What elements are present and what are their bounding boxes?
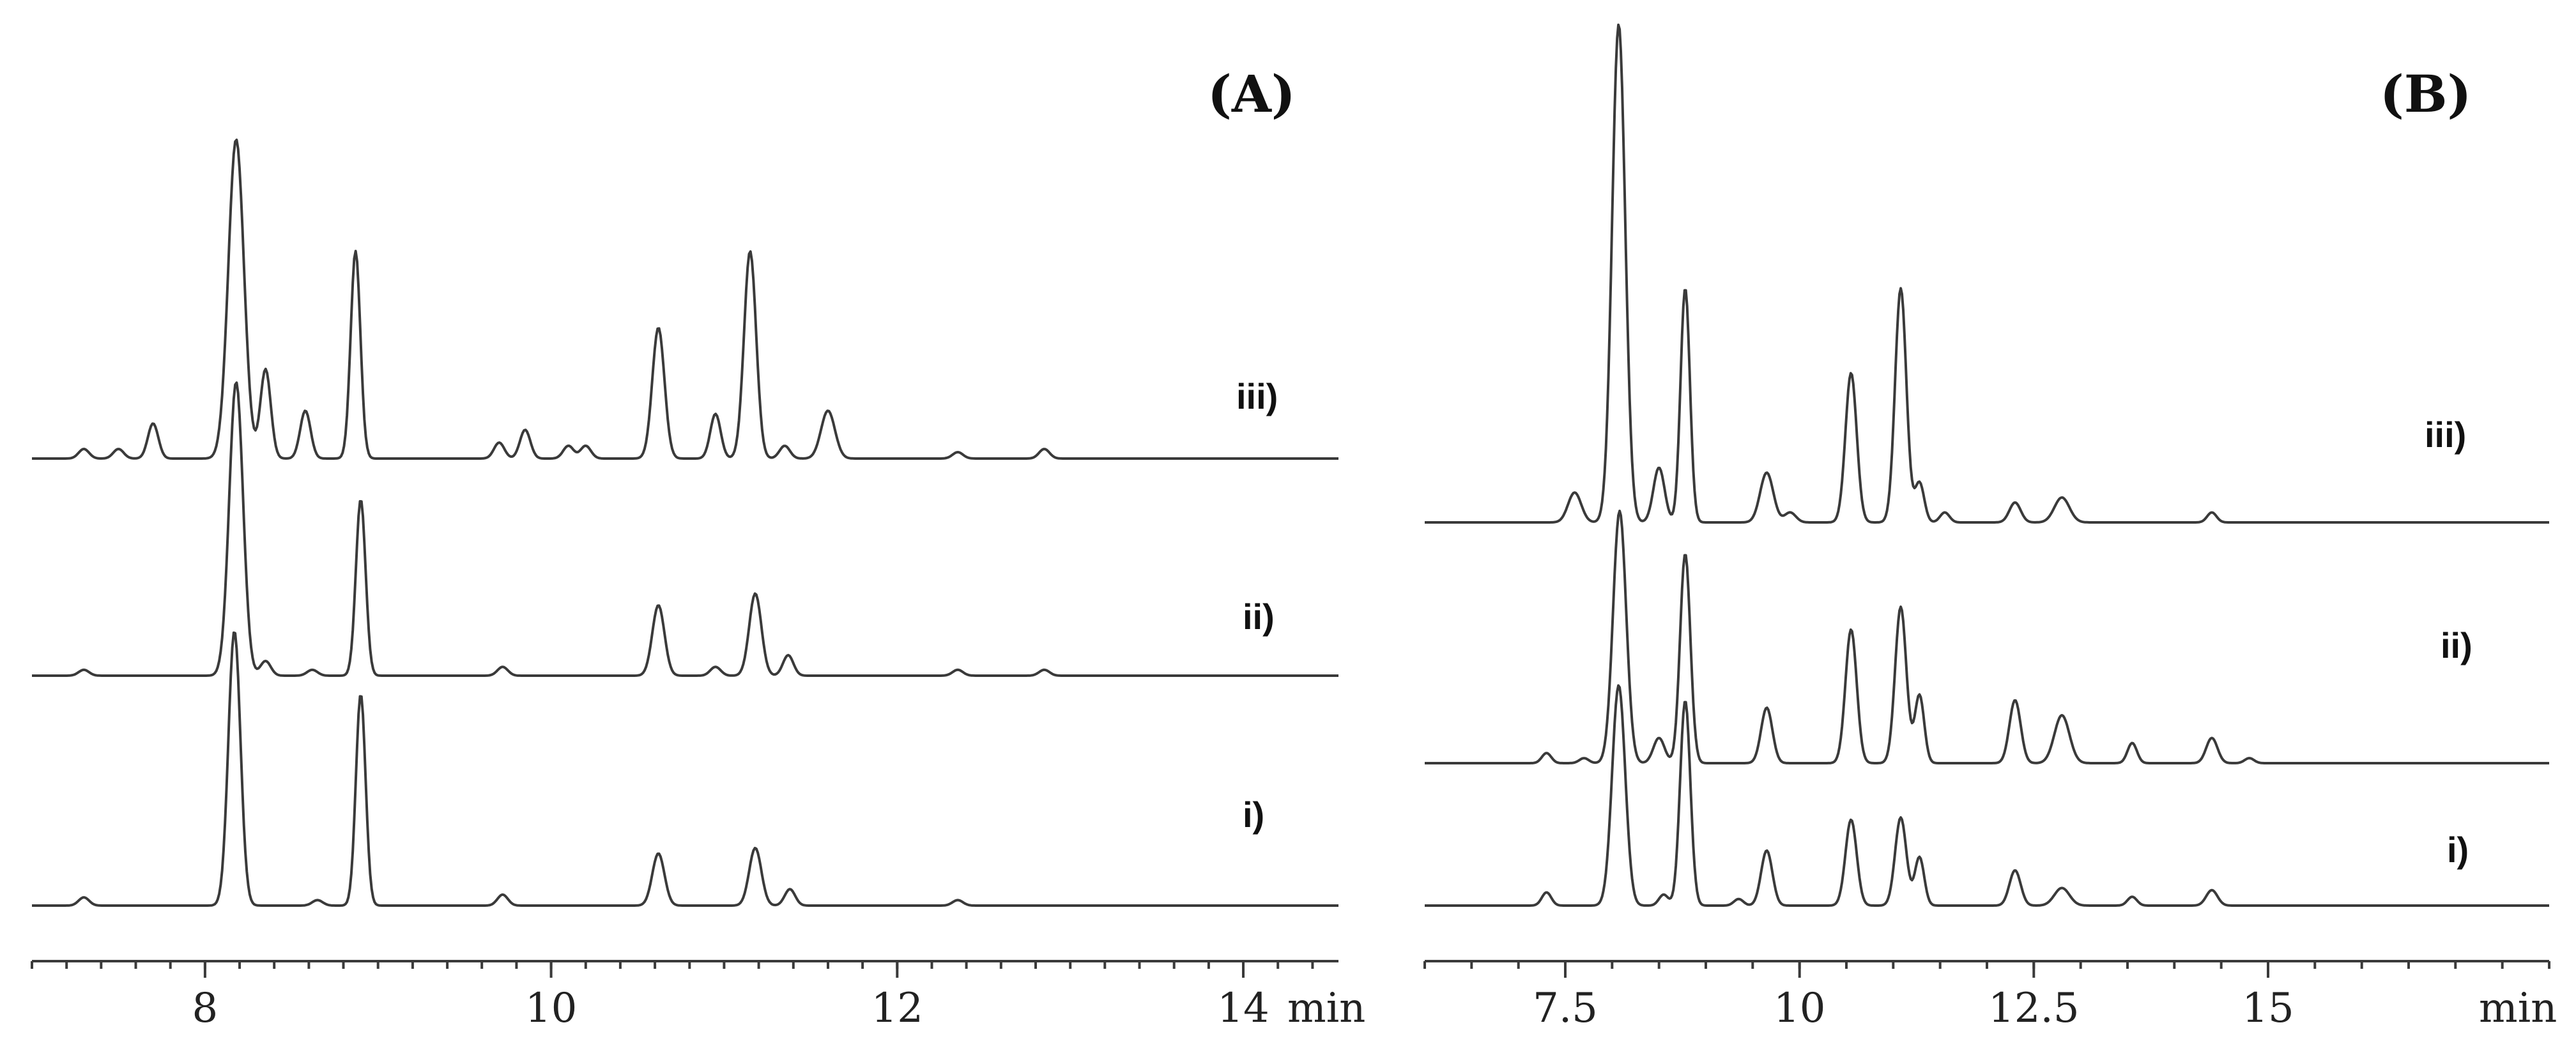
panel-b-trace-label-i: i) [2447,830,2469,870]
panel-b-trace-label-ii: ii) [2441,625,2472,665]
panel-b-tick-label: 7.5 [1533,985,1598,1032]
panel-b-tick-label: 15 [2242,985,2294,1032]
panel-b-trace-ii [1425,510,2549,764]
panel-a-tick-label: 12 [871,985,923,1032]
panel-a-trace-label-i: i) [1243,794,1264,835]
panel-a-x-unit: min [1287,985,1365,1032]
panel-a-tick-label: 10 [525,985,577,1032]
panel-b-x-unit: min [2479,985,2557,1032]
panel-b-trace-i [1425,684,2549,907]
panel-b-label: (B) [2380,64,2471,124]
panel-a-trace-i [32,631,1338,907]
panel-a-trace-iii [32,139,1338,460]
panel-a: (A) 8 10 12 14 iii) ii) i) min [31,64,1365,1032]
panel-a-label: (A) [1208,64,1296,124]
panel-b-tick-label: 10 [1774,985,1825,1032]
panel-a-tick-label: 8 [192,985,218,1032]
panel-b-trace-iii [1425,23,2549,524]
panel-b-tick-label: 12.5 [1988,985,2080,1032]
panel-b: (B) 7.5 10 12.5 15 iii) ii) i) min [1423,23,2557,1032]
panel-a-trace-label-ii: ii) [1243,596,1275,637]
panel-a-trace-ii [32,381,1338,677]
panel-a-tick-label: 14 [1217,985,1269,1032]
panel-b-trace-label-iii: iii) [2425,414,2466,455]
panel-a-trace-label-iii: iii) [1236,376,1278,416]
